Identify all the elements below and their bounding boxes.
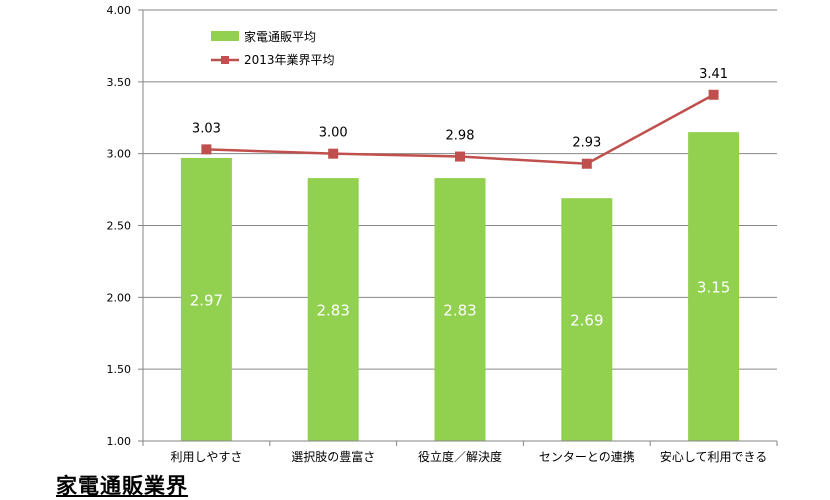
y-tick-label: 2.00	[107, 291, 132, 304]
line-data-label: 2.93	[572, 136, 601, 151]
bar	[180, 157, 232, 441]
legend-swatch-marker	[221, 56, 229, 64]
line-marker	[581, 158, 592, 169]
x-tick-label: 安心して利用できる	[660, 449, 767, 464]
y-tick-label: 3.50	[107, 76, 132, 89]
legend-label-bar: 家電通販平均	[244, 29, 316, 44]
x-tick-label: 選択肢の豊富さ	[291, 449, 375, 464]
line-data-label: 2.98	[446, 129, 475, 144]
line-marker	[708, 89, 719, 100]
x-tick-label: 利用しやすさ	[170, 450, 242, 464]
y-tick-labels: 1.00 1.50 2.00 2.50 3.00 3.50 4.00	[107, 4, 132, 448]
bar-data-label: 2.69	[570, 312, 603, 330]
chart: 2.97 2.83 2.83 2.69 3.15 1.00 1.50 2.00 2.50 3.0…	[107, 4, 778, 464]
axes	[142, 10, 777, 442]
y-tick-label: 4.00	[107, 4, 132, 17]
line-marker	[328, 148, 339, 159]
bar	[561, 198, 613, 441]
caption: 家電通販業界	[56, 474, 188, 498]
y-tick-label: 1.00	[107, 435, 132, 448]
legend-swatch-bar	[211, 31, 239, 41]
x-tick-labels: 利用しやすさ 選択肢の豊富さ 役立度／解決度 センターとの連携 安心して利用できる	[170, 449, 767, 464]
line-marker	[455, 151, 465, 162]
line-marker	[201, 144, 212, 155]
bar-series: 2.97 2.83 2.83 2.69 3.15	[180, 132, 740, 441]
legend-label-line: 2013年業界平均	[244, 53, 335, 67]
line-series: 3.03 3.00 2.98 2.93 3.41	[192, 67, 728, 169]
y-tick-label: 2.50	[107, 220, 132, 233]
bar-data-label: 2.83	[443, 302, 476, 320]
bar-data-label: 2.97	[190, 291, 223, 309]
line-data-label: 3.03	[192, 121, 221, 136]
line-data-label: 3.00	[319, 126, 348, 141]
x-tick-label: センターとの連携	[539, 449, 635, 464]
y-tick-label: 1.50	[107, 363, 132, 376]
bar-data-label: 3.15	[697, 279, 730, 297]
bar	[434, 178, 486, 441]
x-tick-label: 役立度／解決度	[418, 449, 502, 464]
bar	[307, 178, 359, 441]
y-tick-label: 3.00	[107, 148, 132, 161]
bar	[688, 132, 740, 441]
bar-data-label: 2.83	[316, 302, 349, 320]
line-data-label: 3.41	[699, 67, 728, 82]
legend: 家電通販平均 2013年業界平均	[211, 29, 335, 67]
